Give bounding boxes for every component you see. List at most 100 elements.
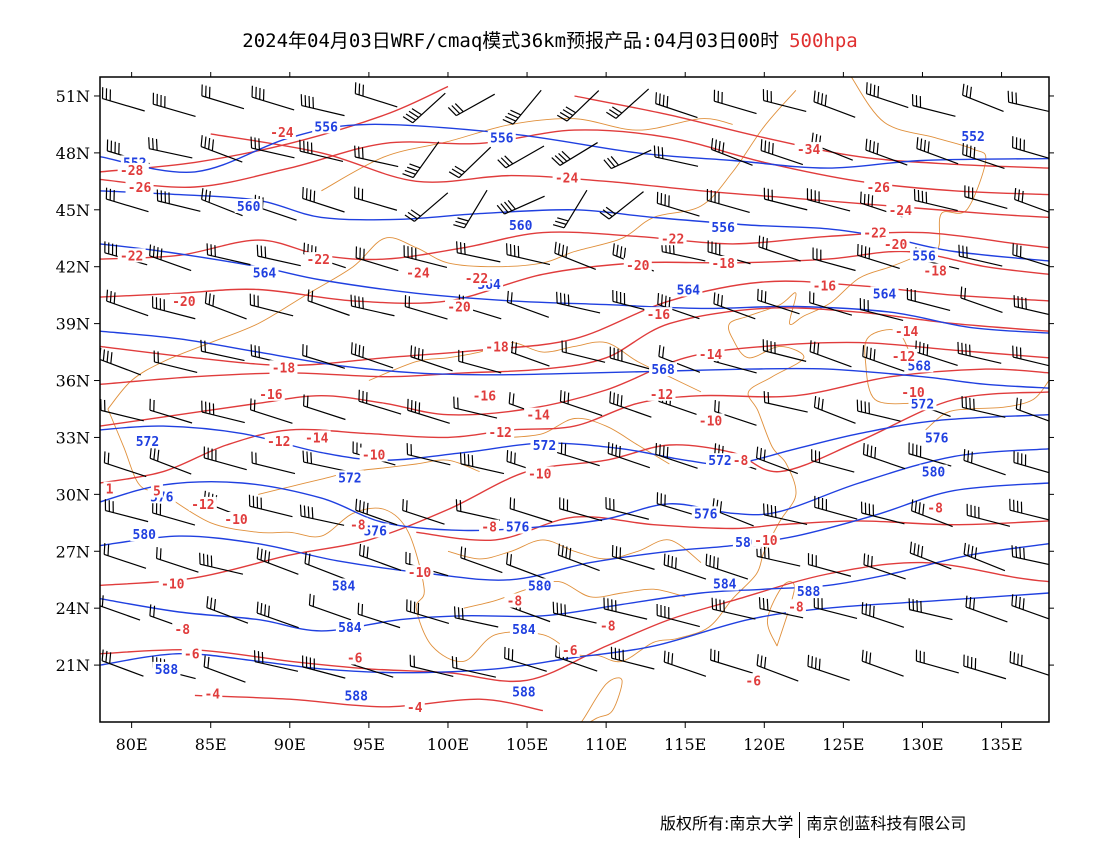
contour-label-bg [359, 447, 388, 462]
contour-label-bg [504, 593, 525, 608]
contour-label-bg [743, 673, 764, 688]
wind-barb [909, 541, 952, 570]
wind-barb [149, 446, 192, 475]
contour-label-bg [921, 263, 950, 278]
temperature-label: -10 [161, 578, 185, 593]
wind-barb [506, 552, 549, 581]
contour-label-bg [130, 527, 159, 542]
wind-barb [599, 191, 644, 220]
contour-label-bg [730, 453, 751, 468]
lon-tick-label: 135E [980, 735, 1022, 754]
geopotential-label: 580 [922, 466, 946, 481]
wind-barb [757, 288, 800, 315]
wind-barb [762, 89, 807, 113]
temperature-label: -18 [711, 257, 735, 272]
temperature-label: -22 [661, 232, 684, 247]
wind-barb [151, 296, 196, 320]
temperature-label: -12 [650, 388, 673, 403]
contour-label-bg [709, 255, 738, 270]
temperature-label: -6 [562, 644, 578, 659]
contour-label-bg [347, 517, 368, 532]
wind-barb [302, 186, 345, 213]
wind-barb [304, 552, 347, 580]
geopotential-label: 588 [344, 689, 368, 704]
lon-tick-label: 120E [743, 735, 785, 754]
wind-barb [606, 88, 650, 119]
wind-barb [100, 593, 141, 621]
geopotential-label: 580 [133, 528, 157, 543]
temperature-label: -22 [307, 253, 330, 268]
contour-label-bg [552, 170, 581, 185]
contour-label-bg [117, 248, 146, 263]
wind-barb [910, 499, 953, 528]
geopotential-label: 560 [237, 200, 261, 215]
wind-barb [460, 546, 503, 574]
temperature-label: -24 [889, 204, 913, 219]
wind-barb [104, 499, 149, 523]
wind-barb [497, 145, 545, 169]
company-text: 南京创蓝科技有限公司 [806, 814, 967, 833]
boundary-line [107, 77, 987, 663]
temperature-label: -4 [204, 688, 220, 703]
plot-layer: 5525565565525605605565565645645645645685… [100, 77, 1049, 722]
wind-barb [302, 450, 347, 472]
contour-label-bg [158, 576, 187, 591]
lat-tick-label: 51N [56, 87, 90, 106]
wind-barb [609, 346, 653, 371]
wind-barb [756, 544, 801, 567]
geopotential-label: 588 [512, 686, 536, 701]
contour-label-bg [329, 578, 358, 593]
contour-label-bg [794, 142, 823, 157]
wind-barb [1011, 594, 1049, 621]
contour-label-bg [462, 271, 491, 286]
wind-barb [962, 143, 1005, 170]
wind-barb [355, 498, 398, 526]
contour-label-bg [908, 396, 937, 411]
contour-label-bg [623, 257, 652, 272]
contour-label-bg [506, 217, 535, 232]
wind-barb [357, 602, 401, 629]
wind-barb [404, 192, 449, 222]
wind-barb [813, 90, 856, 118]
wind-barb [653, 145, 699, 167]
wind-barb [963, 654, 1007, 680]
wind-barb [1013, 295, 1049, 317]
wind-barb [656, 191, 700, 217]
temperature-contour [210, 133, 1049, 219]
wind-barb [603, 597, 648, 620]
wind-barb [663, 553, 707, 580]
temperature-label: -20 [447, 301, 471, 316]
wind-barb [409, 654, 454, 678]
temperature-label: -16 [813, 280, 837, 295]
geopotential-label: 576 [925, 431, 949, 446]
geopotential-label: 564 [873, 287, 897, 302]
contour-label-bg [181, 646, 202, 661]
geopotential-label: 556 [912, 249, 936, 264]
contour-label-bg [133, 434, 162, 449]
wind-barb [610, 646, 655, 670]
geopotential-contour [100, 482, 1049, 581]
wind-barb [152, 92, 196, 117]
wind-barb [406, 443, 451, 466]
geopotential-label: 572 [338, 471, 361, 486]
wind-barb [407, 398, 450, 424]
wind-barb [201, 400, 245, 424]
wind-barb [406, 599, 450, 624]
wind-barb [663, 650, 707, 677]
wind-barb [455, 499, 501, 521]
lon-tick-label: 80E [116, 735, 148, 754]
wind-barb [813, 596, 858, 620]
wind-barb [557, 543, 600, 572]
contour-label-bg [696, 346, 725, 361]
geopotential-label: 572 [911, 397, 934, 412]
wind-barb [861, 649, 904, 677]
contour-label-bg [559, 642, 580, 657]
wind-barb [965, 595, 1008, 623]
wind-barb [860, 501, 905, 525]
temperature-label: -6 [184, 648, 200, 663]
wind-barb [807, 553, 852, 577]
contour-label-bg [794, 584, 823, 599]
wind-barb [504, 646, 547, 672]
wind-barb [155, 547, 199, 573]
